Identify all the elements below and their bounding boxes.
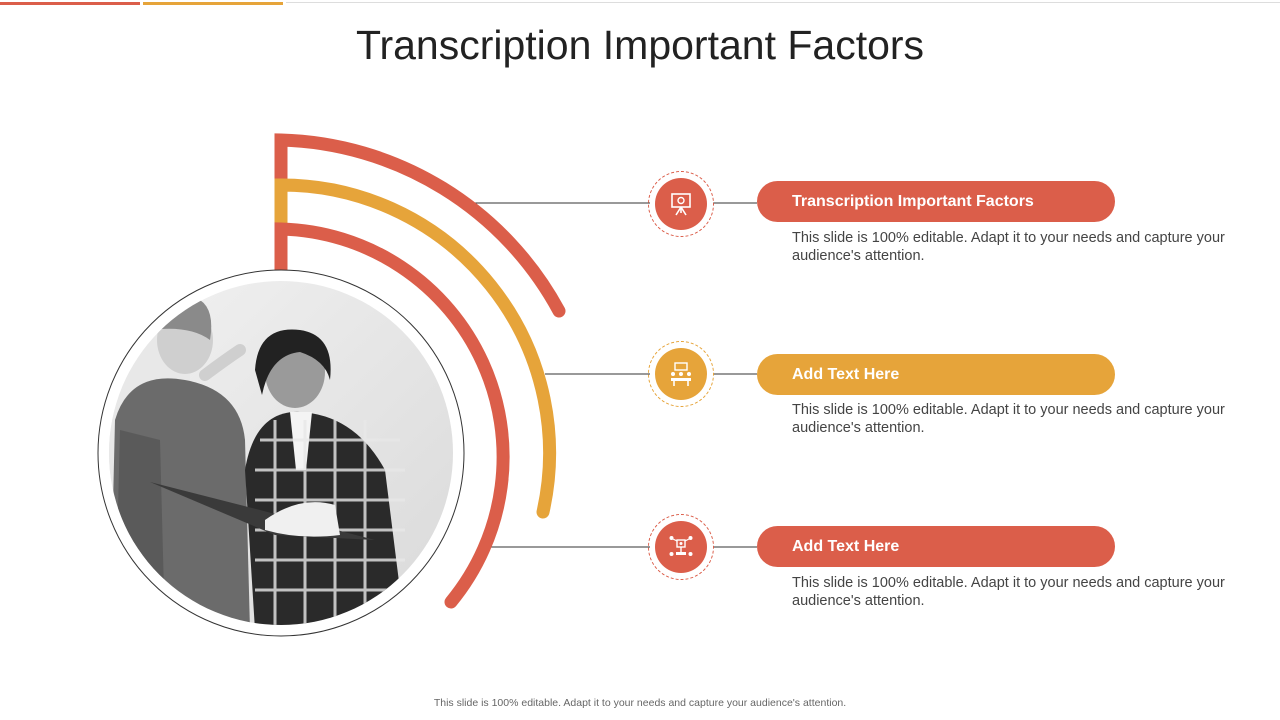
item-3-description: This slide is 100% editable. Adapt it to… bbox=[792, 575, 1225, 609]
item-1-description: This slide is 100% editable. Adapt it to… bbox=[792, 230, 1225, 264]
meeting-table-icon bbox=[671, 362, 691, 386]
item-2-description: This slide is 100% editable. Adapt it to… bbox=[792, 402, 1225, 436]
top-accent-red bbox=[0, 2, 140, 5]
item-2-icon-ring bbox=[648, 341, 714, 407]
network-people-icon bbox=[669, 536, 693, 556]
presentation-board-icon bbox=[671, 193, 691, 216]
top-accent-line bbox=[286, 2, 1280, 3]
outer-arc bbox=[274, 133, 566, 318]
item-3-icon-ring bbox=[648, 514, 714, 580]
footer-note: This slide is 100% editable. Adapt it to… bbox=[433, 697, 847, 709]
item-3-heading: Add Text Here bbox=[757, 526, 1115, 567]
item-1-heading: Transcription Important Factors bbox=[757, 181, 1115, 222]
inner-arc bbox=[274, 222, 510, 609]
middle-arc bbox=[274, 178, 557, 519]
item-2-heading: Add Text Here bbox=[757, 354, 1115, 395]
top-accent-orange bbox=[143, 2, 283, 5]
page-title: Transcription Important Factors bbox=[355, 22, 925, 68]
item-1-icon-ring bbox=[648, 171, 714, 237]
